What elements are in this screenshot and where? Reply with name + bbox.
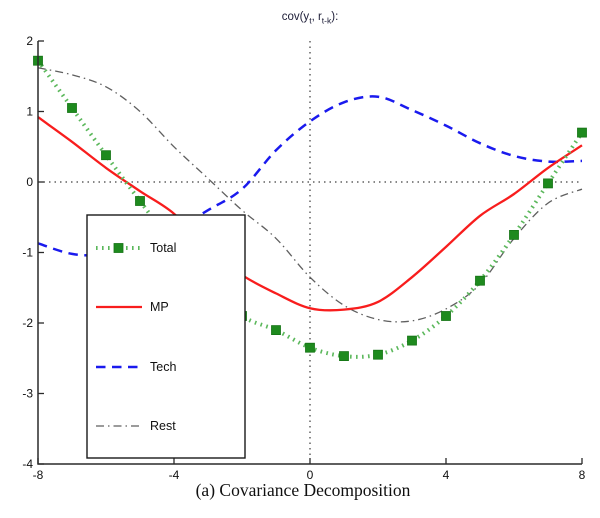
x-tick-label: 4 [443,468,450,482]
axes [37,40,583,465]
total-marker [373,349,383,360]
figure-caption: (a) Covariance Decomposition [195,480,411,500]
x-tick-label: -4 [169,468,180,482]
x-tick-label: 8 [579,468,586,482]
x-tick-label: -8 [33,468,44,482]
legend-item-tech: Tech [96,360,176,374]
total-marker [509,229,519,240]
series-line-tech [37,95,583,257]
legend-item-mp: MP [96,300,169,314]
legend-label-tech: Tech [150,360,176,374]
legend-total-marker [113,243,124,253]
legend-item-rest: Rest [96,419,176,433]
chart-title-segment: cov(y [281,11,310,23]
total-marker [407,335,417,346]
total-marker [67,103,77,113]
total-marker [339,351,349,362]
x-tick-label: 0 [307,468,314,482]
legend-label-rest: Rest [150,419,176,433]
chart-title-segment: ): [331,11,339,23]
y-tick-label: -1 [22,246,33,260]
legend: Total MP Tech Rest [86,214,246,459]
total-marker [577,127,587,138]
total-marker [475,275,485,286]
total-marker [543,178,553,189]
total-marker [101,150,111,161]
y-tick-label: 0 [26,175,33,189]
series-line-rest [37,67,583,323]
legend-item-total: Total [96,241,176,255]
zero-reference-lines [38,41,582,464]
legend-box [86,214,246,459]
chart-title: cov(yt, rt-k): [282,11,339,25]
y-tick-label: -3 [22,387,33,401]
total-marker [305,342,315,353]
y-tick-label: -2 [22,316,33,330]
total-marker [135,196,145,206]
legend-label-total: Total [150,241,176,255]
chart-title-segment: , r [311,11,322,23]
legend-label-mp: MP [150,300,169,314]
total-marker [271,325,281,336]
chart-title-segment: t [309,15,312,26]
chart-title-segment: t-k [321,15,332,26]
y-tick-label: 2 [26,34,33,48]
y-tick-label: 1 [26,105,33,119]
series-line-mp [37,116,583,312]
total-marker [441,311,451,321]
y-tick-label: -4 [22,457,33,471]
